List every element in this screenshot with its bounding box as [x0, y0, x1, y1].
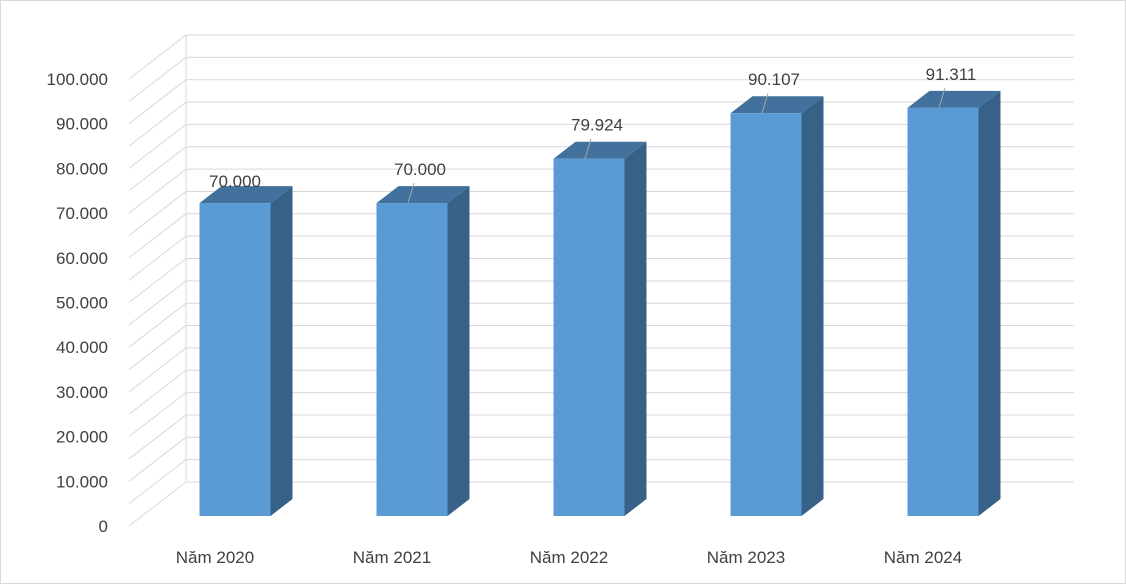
leader-line: [938, 87, 946, 108]
bar-front: [553, 158, 625, 516]
y-tick-label: 100.000: [47, 70, 108, 89]
bar-side: [801, 96, 824, 516]
bar: [553, 141, 647, 516]
gridline: [128, 79, 1074, 125]
x-category-label: Năm 2022: [530, 548, 608, 567]
data-label-text: 90.107: [748, 70, 800, 89]
bar-front: [730, 113, 802, 516]
leader-line: [761, 93, 769, 114]
x-category-label: Năm 2024: [884, 548, 962, 567]
x-axis-categories: Năm 2020 Năm 2021 Năm 2022 Năm 2023 Năm 2024: [176, 548, 962, 567]
y-tick-label: 60.000: [56, 249, 108, 268]
y-tick-label: 0: [99, 517, 108, 536]
y-tick-label: 90.000: [56, 115, 108, 134]
data-label: 79.924: [571, 116, 623, 159]
x-category-label: Năm 2023: [707, 548, 785, 567]
bar-top: [376, 186, 470, 204]
y-tick-label: 80.000: [56, 159, 108, 178]
bar-top: [730, 96, 824, 114]
bar-side: [270, 186, 293, 516]
data-label-text: 70.000: [209, 172, 261, 191]
data-label-text: 79.924: [571, 116, 623, 135]
y-tick-label: 20.000: [56, 428, 108, 447]
y-tick-label: 30.000: [56, 383, 108, 402]
x-category-label: Năm 2020: [176, 548, 254, 567]
gridline: [128, 34, 1074, 80]
data-label: 70.000: [209, 172, 261, 191]
y-tick-label: 10.000: [56, 472, 108, 491]
bar-side: [447, 186, 470, 516]
y-axis-ticks: 0 10.000 20.000 30.000 40.000 50.000 60.000 70.…: [47, 70, 108, 536]
data-label: 70.000: [394, 160, 446, 204]
y-tick-label: 70.000: [56, 204, 108, 223]
bar: [376, 186, 470, 516]
bar: [730, 96, 824, 516]
leader-line: [407, 182, 415, 204]
bar-front: [907, 107, 979, 516]
leader-line: [584, 138, 592, 159]
bar-top: [199, 186, 293, 204]
data-label: 90.107: [748, 70, 800, 114]
y-tick-label: 50.000: [56, 294, 108, 313]
gridline: [128, 56, 1074, 102]
bar: [199, 186, 293, 516]
bar-side: [624, 141, 647, 516]
data-label: 91.311: [926, 65, 977, 108]
data-label-text: 91.311: [926, 65, 977, 84]
y-tick-label: 40.000: [56, 338, 108, 357]
bars: [199, 90, 1001, 516]
bar-front: [376, 203, 448, 516]
bar-side: [978, 90, 1001, 516]
bar: [907, 90, 1001, 516]
bar-top: [907, 90, 1001, 108]
data-label-text: 70.000: [394, 160, 446, 179]
data-labels: 70.000 70.000 79.924 90.107 91.311: [209, 65, 977, 204]
x-category-label: Năm 2021: [353, 548, 431, 567]
bar-top: [553, 141, 647, 159]
bar-front: [199, 203, 271, 516]
